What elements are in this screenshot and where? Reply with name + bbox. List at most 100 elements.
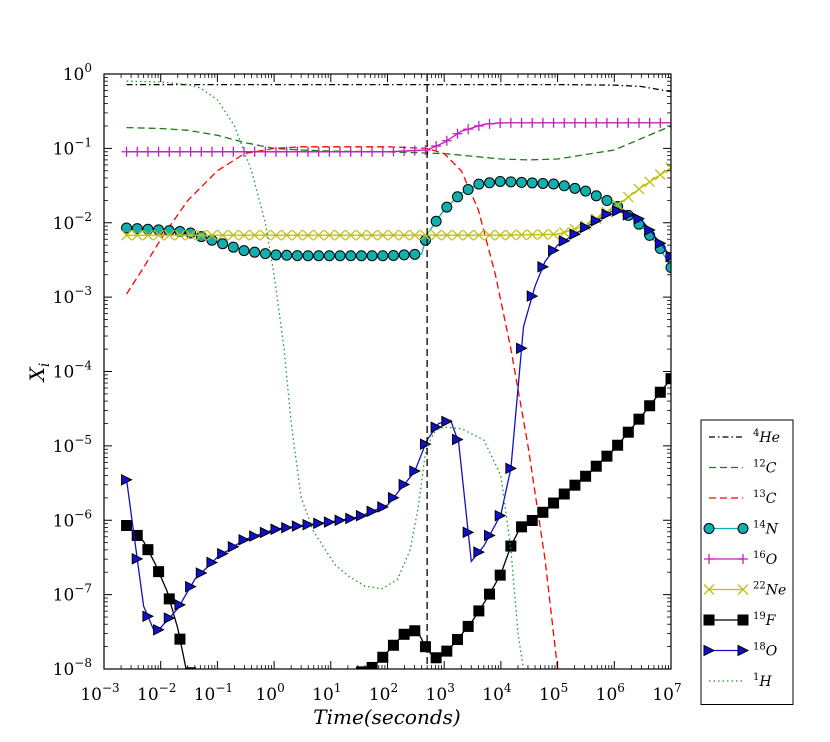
point-22Ne	[227, 229, 239, 241]
point-16O	[142, 146, 153, 157]
point-18O	[163, 612, 176, 624]
point-16O	[345, 146, 356, 157]
point-22Ne	[558, 226, 570, 238]
point-16O	[441, 135, 452, 146]
point-14N	[537, 177, 549, 189]
point-22Ne	[185, 229, 197, 241]
legend-label: 12C	[753, 459, 777, 477]
point-18O	[633, 212, 646, 225]
legend-entry-18O: 18O	[703, 642, 778, 660]
point-16O	[516, 117, 527, 128]
point-16O	[569, 117, 580, 128]
point-22Ne	[174, 229, 186, 241]
legend-label: 4He	[753, 428, 780, 446]
legend-marker	[737, 644, 750, 657]
point-19F	[377, 651, 389, 663]
point-14N	[441, 201, 453, 213]
point-19F	[473, 605, 485, 617]
point-14N	[451, 191, 463, 203]
point-22Ne	[473, 229, 485, 241]
point-18O	[537, 261, 550, 273]
point-14N	[217, 238, 229, 250]
y-tick-label: 10−6	[53, 507, 92, 531]
series-line-4He	[126, 83, 671, 93]
x-tick-label: 102	[369, 681, 398, 705]
point-18O	[302, 518, 315, 531]
legend-entry-4He: 4He	[709, 428, 780, 446]
point-14N	[473, 178, 485, 190]
point-18O	[590, 214, 603, 227]
point-18O	[462, 526, 475, 539]
legend-marker	[703, 614, 715, 626]
point-22Ne	[409, 229, 421, 241]
point-19F	[355, 666, 367, 669]
point-16O	[463, 124, 474, 135]
point-16O	[196, 146, 207, 157]
point-22Ne	[270, 229, 282, 241]
series-19F	[121, 373, 671, 669]
x-tick-label: 107	[652, 681, 681, 705]
point-16O	[292, 146, 303, 157]
point-19F	[601, 450, 613, 462]
point-14N	[526, 177, 538, 189]
point-18O	[580, 221, 592, 234]
point-14N	[249, 246, 261, 258]
x-axis-title: Time(seconds)	[313, 705, 460, 729]
legend-entry-13C: 13C	[709, 489, 777, 507]
point-14N	[590, 190, 602, 202]
point-18O	[569, 228, 582, 240]
point-18O	[153, 623, 165, 636]
point-22Ne	[494, 229, 506, 241]
point-22Ne	[334, 229, 346, 241]
legend-label: 22Ne	[753, 581, 786, 599]
point-18O	[505, 462, 517, 475]
point-22Ne	[366, 229, 378, 241]
series-line-13C	[126, 146, 559, 669]
point-16O	[217, 146, 228, 157]
point-18O	[548, 244, 560, 257]
point-14N	[505, 176, 517, 188]
point-18O	[291, 520, 304, 532]
point-22Ne	[537, 229, 549, 240]
point-18O	[238, 534, 251, 546]
legend-label: 19F	[753, 611, 777, 629]
point-22Ne	[644, 176, 656, 188]
point-16O	[452, 128, 463, 139]
series-13C	[126, 146, 559, 669]
point-18O	[558, 235, 571, 247]
legend-marker	[704, 554, 714, 564]
point-16O	[356, 146, 367, 157]
x-tick-label: 100	[255, 681, 284, 705]
point-16O	[601, 117, 612, 128]
point-14N	[195, 231, 207, 243]
point-19F	[633, 413, 645, 425]
point-14N	[387, 249, 399, 261]
point-22Ne	[387, 229, 399, 241]
point-14N	[153, 224, 165, 236]
point-14N	[430, 215, 442, 227]
point-22Ne	[259, 229, 271, 241]
point-16O	[559, 117, 570, 128]
legend-marker	[703, 523, 715, 534]
point-14N	[665, 262, 671, 274]
point-18O	[494, 509, 507, 522]
point-16O	[505, 117, 516, 128]
point-18O	[473, 546, 485, 558]
point-16O	[633, 117, 644, 128]
point-16O	[666, 117, 671, 128]
point-14N	[409, 248, 421, 260]
point-14N	[569, 182, 581, 194]
y-tick-label: 10−3	[53, 284, 92, 308]
point-22Ne	[281, 229, 293, 241]
point-22Ne	[441, 229, 453, 241]
point-16O	[484, 118, 495, 129]
point-19F	[398, 628, 410, 640]
point-18O	[451, 433, 464, 446]
point-22Ne	[163, 229, 175, 241]
point-22Ne	[302, 229, 314, 241]
point-19F	[174, 633, 186, 645]
point-14N	[580, 185, 592, 197]
series-1H	[126, 80, 525, 669]
legend-label: 16O	[753, 550, 778, 568]
point-14N	[313, 250, 325, 262]
